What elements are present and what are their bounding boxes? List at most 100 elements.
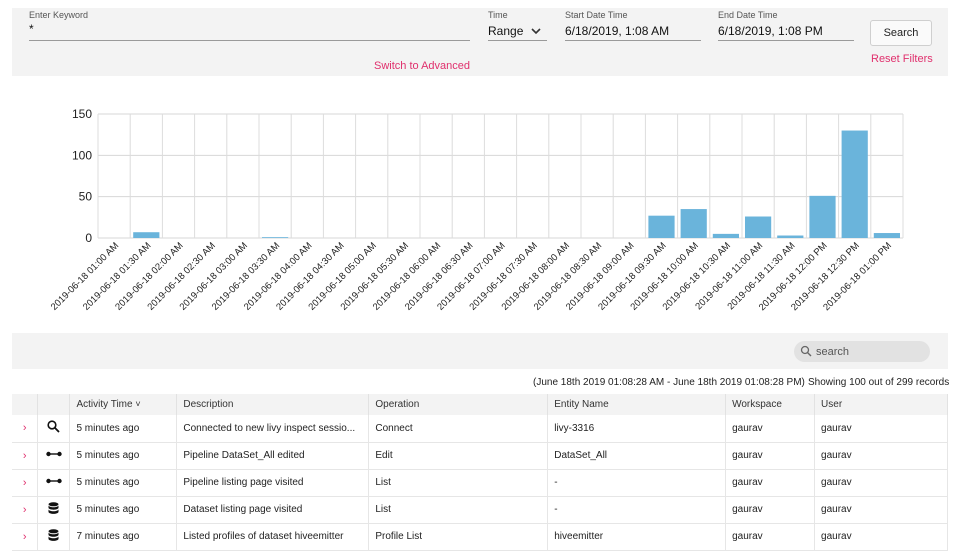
keyword-underline <box>29 40 470 41</box>
cell-operation: Connect <box>368 415 549 443</box>
chart-bar <box>133 232 160 238</box>
start-date-underline <box>565 40 701 41</box>
database-icon <box>48 528 59 541</box>
column-header-description[interactable]: Description <box>176 394 370 415</box>
cell-workspace: gaurav <box>725 469 816 497</box>
reset-filters-link[interactable]: Reset Filters <box>871 53 933 65</box>
expand-row-chevron-icon[interactable]: › <box>12 442 39 470</box>
time-underline <box>488 40 547 41</box>
pipeline-icon <box>46 478 62 484</box>
table-row[interactable]: › 5 minutes ago Pipeline listing page visi… <box>12 469 948 497</box>
chart-bar <box>712 233 739 238</box>
icon-column-header <box>37 394 71 415</box>
cell-activity-time: 5 minutes ago <box>69 442 178 470</box>
cell-activity-time: 5 minutes ago <box>69 415 178 443</box>
cell-description: Pipeline DataSet_All edited <box>176 442 370 470</box>
cell-activity-time: 5 minutes ago <box>69 469 178 497</box>
cell-entity-name: hiveemitter <box>547 523 727 551</box>
cell-entity-name: livy-3316 <box>547 415 727 443</box>
filter-panel <box>12 8 948 76</box>
table-header-row: Activity Time ˅ Description Operation En… <box>12 394 948 415</box>
table-toolbar <box>12 333 948 369</box>
cell-workspace: gaurav <box>725 523 816 551</box>
chart-bar <box>648 215 675 238</box>
pipeline-icon <box>46 451 62 457</box>
column-header-user[interactable]: User <box>814 394 948 415</box>
cell-activity-time: 7 minutes ago <box>69 523 178 551</box>
date-range-text: (June 18th 2019 01:08:28 AM - June 18th … <box>533 377 805 388</box>
records-count-text: Showing 100 out of 299 records <box>808 377 950 388</box>
cell-user: gaurav <box>814 523 948 551</box>
switch-to-advanced-link[interactable]: Switch to Advanced <box>374 60 471 72</box>
row-type-icon <box>37 523 71 551</box>
search-icon <box>800 345 812 357</box>
cell-user: gaurav <box>814 496 948 524</box>
y-tick-label: 0 <box>85 231 92 245</box>
cell-user: gaurav <box>814 415 948 443</box>
end-date-label: End Date Time <box>718 10 778 20</box>
table-row[interactable]: › 5 minutes ago Connected to new livy insp… <box>12 415 948 443</box>
cell-description: Listed profiles of dataset hiveemitter <box>176 523 370 551</box>
cell-operation: List <box>368 469 549 497</box>
cell-operation: List <box>368 496 549 524</box>
chart-bar <box>809 195 836 238</box>
chart-bar <box>777 235 804 238</box>
cell-user: gaurav <box>814 442 948 470</box>
end-date-underline <box>718 40 854 41</box>
end-date-input[interactable]: 6/18/2019, 1:08 PM <box>718 24 823 38</box>
column-header-entity-name[interactable]: Entity Name <box>547 394 727 415</box>
cell-description: Dataset listing page visited <box>176 496 370 524</box>
table-row[interactable]: › 5 minutes ago Dataset listing page visit… <box>12 496 948 524</box>
start-date-input[interactable]: 6/18/2019, 1:08 AM <box>565 24 670 38</box>
table-search-input[interactable] <box>816 344 921 359</box>
column-header-workspace[interactable]: Workspace <box>725 394 816 415</box>
row-type-icon <box>37 415 71 443</box>
cell-description: Pipeline listing page visited <box>176 469 370 497</box>
time-label: Time <box>488 10 508 20</box>
sort-desc-icon[interactable]: ˅ <box>135 399 141 409</box>
cell-entity-name: - <box>547 469 727 497</box>
cell-workspace: gaurav <box>725 442 816 470</box>
y-tick-label: 50 <box>79 190 93 204</box>
table-row[interactable]: › 7 minutes ago Listed profiles of dataset… <box>12 523 948 551</box>
y-tick-label: 100 <box>72 148 92 162</box>
time-select[interactable]: Range <box>488 24 524 38</box>
expand-row-chevron-icon[interactable]: › <box>12 523 39 551</box>
cell-entity-name: - <box>547 496 727 524</box>
cell-operation: Edit <box>368 442 549 470</box>
cell-workspace: gaurav <box>725 496 816 524</box>
cell-entity-name: DataSet_All <box>547 442 727 470</box>
cell-workspace: gaurav <box>725 415 816 443</box>
cell-operation: Profile List <box>368 523 549 551</box>
row-type-icon <box>37 442 71 470</box>
chart-bar <box>745 216 772 238</box>
activity-chart: 0 50 100 150 2019-06-18 01:00 AM 2019-06-18 0… <box>0 104 957 324</box>
start-date-label: Start Date Time <box>565 10 628 20</box>
chart-bar <box>262 237 289 238</box>
cell-description: Connected to new livy inspect sessio... <box>176 415 370 443</box>
chart-bar <box>873 233 900 238</box>
search-button[interactable]: Search <box>870 20 932 46</box>
keyword-label: Enter Keyword <box>29 10 89 20</box>
chevron-down-icon[interactable] <box>531 28 541 35</box>
table-search-box[interactable] <box>794 341 930 362</box>
database-icon <box>48 501 59 514</box>
chart-bar <box>680 209 707 238</box>
column-header-activity-time[interactable]: Activity Time ˅ <box>69 394 178 415</box>
search-icon <box>47 420 61 433</box>
expand-row-chevron-icon[interactable]: › <box>12 496 39 524</box>
row-type-icon <box>37 496 71 524</box>
cell-user: gaurav <box>814 469 948 497</box>
expand-column-header <box>12 394 39 415</box>
table-row[interactable]: › 5 minutes ago Pipeline DataSet_All edite… <box>12 442 948 470</box>
expand-row-chevron-icon[interactable]: › <box>12 469 39 497</box>
row-type-icon <box>37 469 71 497</box>
column-header-operation[interactable]: Operation <box>368 394 549 415</box>
keyword-input[interactable]: * <box>29 22 34 36</box>
y-tick-label: 150 <box>72 107 92 121</box>
expand-row-chevron-icon[interactable]: › <box>12 415 39 443</box>
activity-table: Activity Time ˅ Description Operation En… <box>12 394 948 551</box>
cell-activity-time: 5 minutes ago <box>69 496 178 524</box>
column-header-label: Activity Time <box>76 399 133 410</box>
